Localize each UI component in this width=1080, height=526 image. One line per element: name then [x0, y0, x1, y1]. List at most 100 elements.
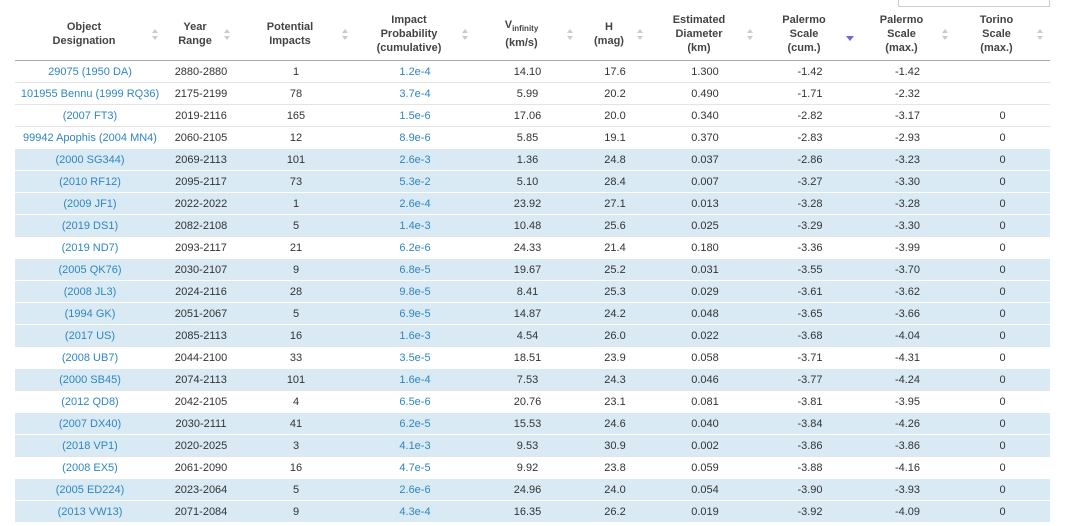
cell: 0.040: [650, 412, 760, 435]
cell-link[interactable]: (2000 SG344): [55, 153, 125, 166]
column-header[interactable]: Impact Probability (cumulative): [355, 8, 475, 61]
cell-text: 0: [999, 307, 1006, 320]
cell-text: 0: [999, 219, 1006, 232]
cell-link[interactable]: 6.8e-5: [399, 263, 431, 276]
cell-link[interactable]: 4.1e-3: [399, 439, 431, 452]
cell-link[interactable]: 2.6e-6: [399, 483, 431, 496]
cell-link[interactable]: (2008 UB7): [61, 351, 119, 364]
cell: 6.5e-6: [355, 390, 475, 413]
cell-link[interactable]: (2005 ED224): [55, 483, 125, 496]
cell-link[interactable]: 2.6e-4: [399, 197, 431, 210]
sort-icon[interactable]: [566, 28, 574, 42]
cell: -3.99: [860, 236, 955, 259]
cell: 9.8e-5: [355, 280, 475, 303]
sort-icon[interactable]: [1036, 28, 1044, 42]
cell-link[interactable]: (2010 RF12): [59, 175, 121, 188]
sort-arrow: [942, 36, 948, 40]
cell-link[interactable]: 1.6e-4: [399, 373, 431, 386]
column-header[interactable]: Torino Scale (max.): [955, 8, 1050, 61]
sort-icon[interactable]: [746, 28, 754, 42]
cell-link[interactable]: (1994 GK): [64, 307, 116, 320]
cell-text: -3.84: [797, 417, 823, 430]
cell-link[interactable]: (2008 JL3): [63, 285, 117, 298]
cell-link[interactable]: 1.6e-3: [399, 329, 431, 342]
cell-link[interactable]: (2007 DX40): [58, 417, 122, 430]
column-header[interactable]: Vinfinity (km/s): [475, 8, 580, 61]
cell-link[interactable]: (2012 QD8): [61, 395, 119, 408]
cell: 99942 Apophis (2004 MN4): [15, 126, 165, 149]
cell-link[interactable]: (2009 JF1): [63, 197, 117, 210]
cell: 23.9: [580, 346, 650, 369]
cell: 2044-2100: [165, 346, 237, 369]
cell-link[interactable]: (2000 SB45): [59, 373, 121, 386]
cell: 0.180: [650, 236, 760, 259]
cell-link[interactable]: (2007 FT3): [62, 109, 118, 122]
sort-icon[interactable]: [846, 28, 854, 42]
cell-link[interactable]: (2019 ND7): [61, 241, 119, 254]
cell-link[interactable]: 101955 Bennu (1999 RQ36): [20, 87, 160, 100]
header-text: V: [504, 18, 513, 31]
cell-link[interactable]: 4.7e-5: [399, 461, 431, 474]
cell-link[interactable]: 8.9e-6: [399, 131, 431, 144]
cell-text: 0.037: [691, 153, 719, 166]
column-header[interactable]: H (mag): [580, 8, 650, 61]
cell-link[interactable]: 2.6e-3: [399, 153, 431, 166]
cell-text: 9.53: [516, 439, 539, 452]
sort-arrow: [747, 36, 753, 40]
cell-link[interactable]: 6.2e-6: [399, 241, 431, 254]
cell-link[interactable]: 4.3e-4: [399, 505, 431, 518]
cell-link[interactable]: 6.9e-5: [399, 307, 431, 320]
cell-text: 2051-2067: [174, 307, 228, 320]
cell: 0: [955, 104, 1050, 127]
cell: 33: [237, 346, 355, 369]
cell: -1.42: [860, 60, 955, 83]
cell-text: -3.62: [894, 285, 921, 298]
cell-link[interactable]: (2017 US): [64, 329, 116, 342]
cell-text: -3.88: [797, 461, 823, 474]
column-header[interactable]: Palermo Scale (max.): [860, 8, 955, 61]
cell: 41: [237, 412, 355, 435]
cell-link[interactable]: 6.5e-6: [399, 395, 431, 408]
sort-icon[interactable]: [941, 28, 949, 42]
cell: 23.8: [580, 456, 650, 479]
cell-link[interactable]: 1.2e-4: [399, 65, 431, 78]
cell-link[interactable]: (2005 QK76): [58, 263, 122, 276]
cell-text: 5: [292, 219, 300, 232]
cell-text: -3.92: [797, 505, 823, 518]
cell-link[interactable]: (2018 VP1): [62, 439, 118, 452]
sort-icon[interactable]: [341, 28, 349, 42]
column-header[interactable]: Potential Impacts: [237, 8, 355, 61]
cell-text: -4.26: [894, 417, 921, 430]
cell-link[interactable]: (2008 EX5): [62, 461, 118, 474]
cell-link[interactable]: (2013 VW13): [57, 505, 123, 518]
cell-link[interactable]: 9.8e-5: [399, 285, 431, 298]
cell-link[interactable]: 3.5e-5: [399, 351, 431, 364]
column-header[interactable]: Estimated Diameter (km): [650, 8, 760, 61]
column-header[interactable]: Palermo Scale (cum.): [760, 8, 860, 61]
sort-icon[interactable]: [636, 28, 644, 42]
cell-link[interactable]: 1.4e-3: [399, 219, 431, 232]
cell-text: 2024-2116: [175, 285, 227, 298]
table-row: (2008 UB7) 2044-2100 33 3.5e-5 18.51 23.9 0.05…: [15, 346, 1050, 369]
cell-text: 0.007: [691, 175, 719, 188]
sort-icon[interactable]: [223, 28, 231, 42]
cell-link[interactable]: 5.3e-2: [399, 175, 431, 188]
cell-text: 18.51: [513, 351, 542, 364]
cell-text: -2.82: [797, 109, 823, 122]
column-header[interactable]: Year Range: [165, 8, 237, 61]
cell-link[interactable]: 6.2e-5: [399, 417, 431, 430]
cell: -3.88: [760, 456, 860, 479]
sort-icon[interactable]: [151, 28, 159, 42]
cell-link[interactable]: (2019 DS1): [61, 219, 119, 232]
cell-link[interactable]: 29075 (1950 DA): [48, 65, 132, 78]
cell: 2042-2105: [165, 390, 237, 413]
cell-link[interactable]: 1.5e-6: [399, 109, 431, 122]
cell-link[interactable]: 3.7e-4: [399, 87, 431, 100]
cell-text: -3.70: [894, 263, 921, 276]
cell-link[interactable]: 99942 Apophis (2004 MN4): [23, 131, 157, 144]
header-text: Year: [183, 21, 207, 33]
cell: 1.36: [475, 148, 580, 171]
sort-icon[interactable]: [461, 28, 469, 42]
cell-text: -3.29: [797, 219, 823, 232]
column-header[interactable]: Object Designation: [15, 8, 165, 61]
